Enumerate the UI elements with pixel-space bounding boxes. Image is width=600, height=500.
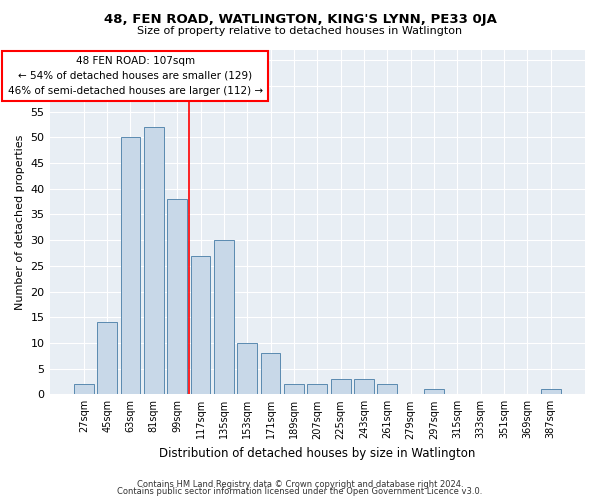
Bar — [191, 256, 211, 394]
Bar — [541, 389, 560, 394]
Bar — [354, 379, 374, 394]
Bar — [377, 384, 397, 394]
Text: 48, FEN ROAD, WATLINGTON, KING'S LYNN, PE33 0JA: 48, FEN ROAD, WATLINGTON, KING'S LYNN, P… — [104, 12, 496, 26]
Bar — [97, 322, 117, 394]
X-axis label: Distribution of detached houses by size in Watlington: Distribution of detached houses by size … — [159, 447, 475, 460]
Bar — [167, 199, 187, 394]
Bar — [121, 138, 140, 394]
Y-axis label: Number of detached properties: Number of detached properties — [15, 134, 25, 310]
Bar — [424, 389, 444, 394]
Bar — [214, 240, 234, 394]
Bar — [284, 384, 304, 394]
Bar — [144, 127, 164, 394]
Text: Contains public sector information licensed under the Open Government Licence v3: Contains public sector information licen… — [118, 488, 482, 496]
Text: Contains HM Land Registry data © Crown copyright and database right 2024.: Contains HM Land Registry data © Crown c… — [137, 480, 463, 489]
Text: 48 FEN ROAD: 107sqm
← 54% of detached houses are smaller (129)
46% of semi-detac: 48 FEN ROAD: 107sqm ← 54% of detached ho… — [8, 56, 263, 96]
Text: Size of property relative to detached houses in Watlington: Size of property relative to detached ho… — [137, 26, 463, 36]
Bar — [74, 384, 94, 394]
Bar — [331, 379, 350, 394]
Bar — [307, 384, 327, 394]
Bar — [260, 353, 280, 395]
Bar — [238, 343, 257, 394]
